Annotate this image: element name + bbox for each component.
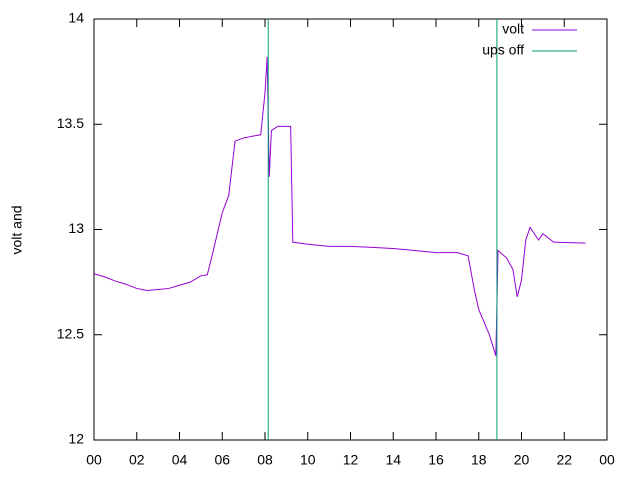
x-tick-label: 18 (471, 452, 487, 468)
series-line (94, 56, 586, 356)
x-tick-label: 06 (214, 452, 230, 468)
y-tick-label: 12.5 (57, 325, 84, 341)
x-tick-label: 02 (129, 452, 145, 468)
y-tick-label: 12 (68, 431, 84, 447)
y-tick-label: 13.5 (57, 115, 84, 131)
legend-label: ups off (482, 42, 524, 58)
x-tick-label: 12 (343, 452, 359, 468)
y-tick-label: 13 (68, 220, 84, 236)
series-line (267, 19, 498, 440)
plot-area (94, 19, 586, 440)
y-axis-label: volt and (9, 205, 25, 254)
plot-frame (93, 18, 608, 441)
x-tick-label: 04 (172, 452, 188, 468)
x-tick-label: 10 (300, 452, 316, 468)
y-tick-label: 14 (68, 10, 84, 26)
x-tick-label: 08 (257, 452, 273, 468)
x-tick-label: 00 (86, 452, 102, 468)
x-tick-label: 20 (514, 452, 530, 468)
x-tick-label: 16 (428, 452, 444, 468)
x-tick-label: 14 (385, 452, 401, 468)
x-tick-label: 00 (599, 452, 615, 468)
x-tick-label: 22 (556, 452, 572, 468)
legend-label: volt (502, 21, 524, 37)
